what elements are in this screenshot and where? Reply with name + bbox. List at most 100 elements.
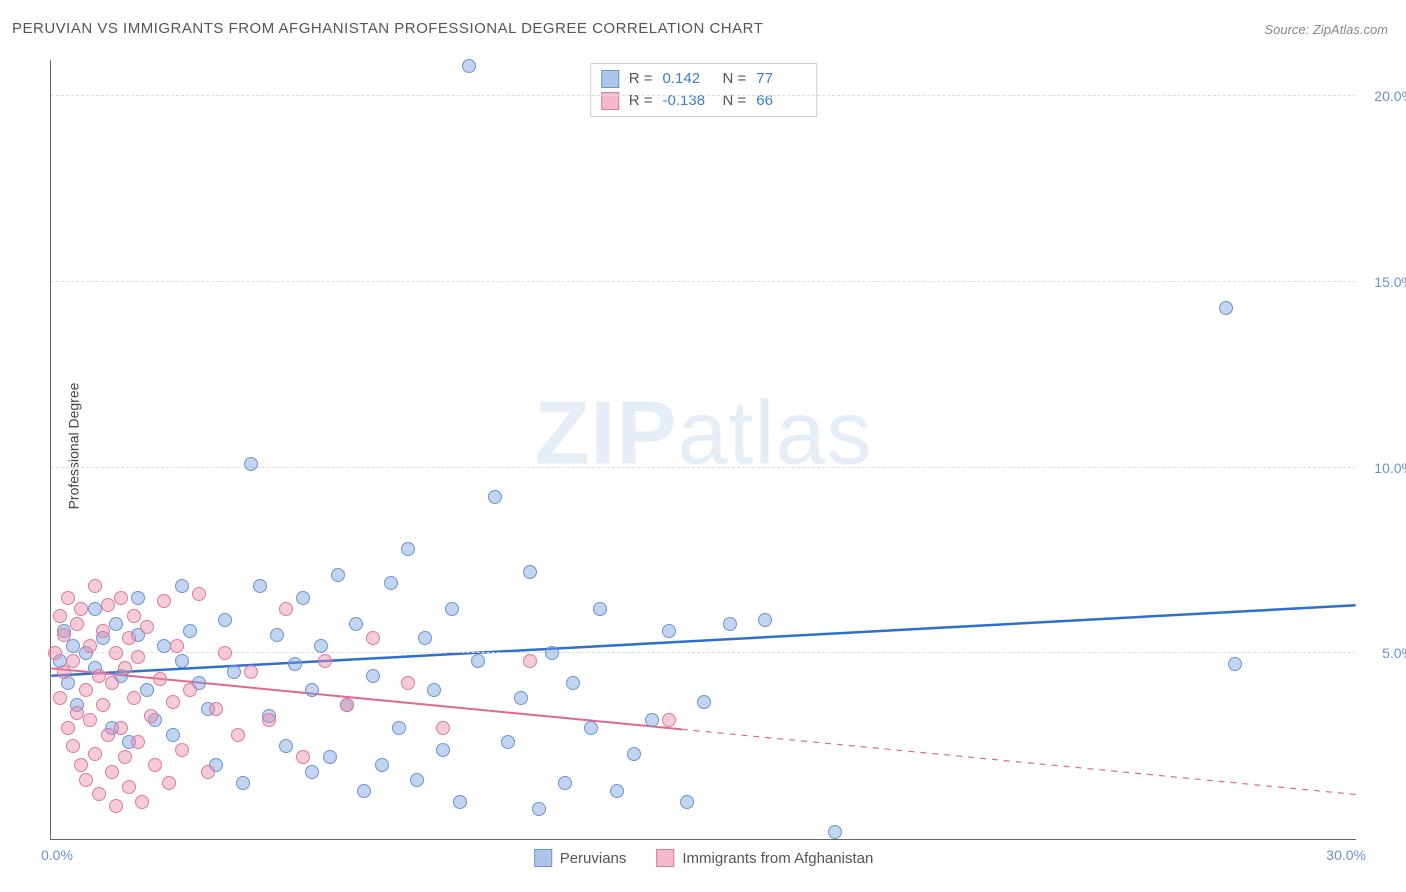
data-point <box>323 750 337 764</box>
data-point <box>723 617 737 631</box>
data-point <box>96 624 110 638</box>
data-point <box>53 609 67 623</box>
data-point <box>418 631 432 645</box>
data-point <box>101 598 115 612</box>
y-tick-label: 15.0% <box>1364 274 1406 290</box>
data-point <box>209 702 223 716</box>
data-point <box>523 565 537 579</box>
data-point <box>758 613 772 627</box>
n-value: 77 <box>756 68 806 90</box>
data-point <box>453 795 467 809</box>
data-point <box>122 631 136 645</box>
data-point <box>662 713 676 727</box>
data-point <box>88 747 102 761</box>
data-point <box>48 646 62 660</box>
data-point <box>471 654 485 668</box>
data-point <box>74 758 88 772</box>
legend-label: Peruvians <box>560 850 627 867</box>
scatter-plot: ZIPatlas R = 0.142 N = 77 R = -0.138 N =… <box>50 60 1356 840</box>
data-point <box>488 490 502 504</box>
swatch-icon <box>534 849 552 867</box>
data-point <box>153 672 167 686</box>
data-point <box>109 617 123 631</box>
data-point <box>175 654 189 668</box>
y-tick-label: 20.0% <box>1364 88 1406 104</box>
data-point <box>231 728 245 742</box>
data-point <box>118 750 132 764</box>
data-point <box>166 695 180 709</box>
data-point <box>401 542 415 556</box>
data-point <box>523 654 537 668</box>
data-point <box>227 665 241 679</box>
data-point <box>296 591 310 605</box>
data-point <box>157 639 171 653</box>
data-point <box>349 617 363 631</box>
data-point <box>401 676 415 690</box>
data-point <box>83 639 97 653</box>
data-point <box>610 784 624 798</box>
n-label: N = <box>723 90 747 112</box>
data-point <box>375 758 389 772</box>
data-point <box>445 602 459 616</box>
data-point <box>201 765 215 779</box>
y-tick-label: 5.0% <box>1364 645 1406 661</box>
data-point <box>148 758 162 772</box>
data-point <box>127 609 141 623</box>
correlation-row-afghanistan: R = -0.138 N = 66 <box>601 90 807 112</box>
data-point <box>74 602 88 616</box>
data-point <box>436 743 450 757</box>
data-point <box>279 602 293 616</box>
data-point <box>96 698 110 712</box>
data-point <box>118 661 132 675</box>
data-point <box>157 594 171 608</box>
data-point <box>584 721 598 735</box>
data-point <box>140 620 154 634</box>
data-point <box>218 646 232 660</box>
data-point <box>109 646 123 660</box>
data-point <box>162 776 176 790</box>
data-point <box>70 706 84 720</box>
series-legend: Peruvians Immigrants from Afghanistan <box>534 849 874 867</box>
data-point <box>593 602 607 616</box>
gridline <box>51 281 1356 282</box>
data-point <box>192 587 206 601</box>
legend-label: Immigrants from Afghanistan <box>682 850 873 867</box>
r-value: 0.142 <box>663 68 713 90</box>
data-point <box>462 59 476 73</box>
data-point <box>127 691 141 705</box>
data-point <box>114 591 128 605</box>
data-point <box>262 713 276 727</box>
data-point <box>70 617 84 631</box>
x-axis-end-label: 30.0% <box>1326 847 1366 863</box>
data-point <box>170 639 184 653</box>
watermark-light: atlas <box>677 383 872 483</box>
gridline <box>51 95 1356 96</box>
data-point <box>83 713 97 727</box>
data-point <box>627 747 641 761</box>
source-attribution: Source: ZipAtlas.com <box>1264 22 1388 37</box>
data-point <box>680 795 694 809</box>
swatch-icon <box>601 70 619 88</box>
data-point <box>79 773 93 787</box>
data-point <box>357 784 371 798</box>
data-point <box>66 639 80 653</box>
data-point <box>105 676 119 690</box>
data-point <box>697 695 711 709</box>
data-point <box>253 579 267 593</box>
data-point <box>131 591 145 605</box>
data-point <box>166 728 180 742</box>
data-point <box>532 802 546 816</box>
correlation-legend: R = 0.142 N = 77 R = -0.138 N = 66 <box>590 63 818 117</box>
data-point <box>514 691 528 705</box>
data-point <box>314 639 328 653</box>
data-point <box>288 657 302 671</box>
data-point <box>66 739 80 753</box>
data-point <box>109 799 123 813</box>
data-point <box>92 787 106 801</box>
data-point <box>340 698 354 712</box>
trend-lines <box>51 60 1356 839</box>
data-point <box>296 750 310 764</box>
correlation-row-peruvians: R = 0.142 N = 77 <box>601 68 807 90</box>
data-point <box>144 709 158 723</box>
data-point <box>218 613 232 627</box>
